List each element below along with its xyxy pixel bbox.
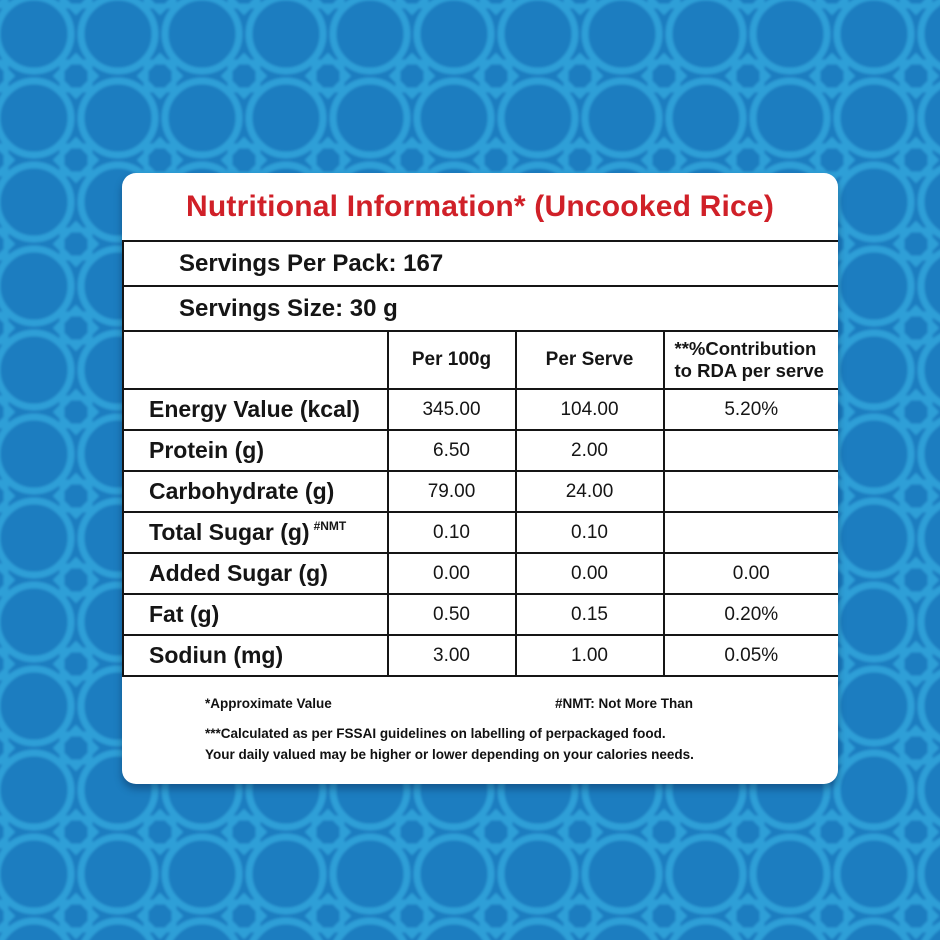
footnote-row-1: *Approximate Value #NMT: Not More Than xyxy=(122,696,838,716)
nutrient-label-cell: Fat (g) xyxy=(124,595,387,634)
per-100g-value: 0.00 xyxy=(386,554,515,593)
rda-contribution-value xyxy=(662,431,839,470)
rda-contribution-value: 5.20% xyxy=(662,390,839,429)
table-row: Added Sugar (g) 0.00 0.00 0.00 xyxy=(124,554,838,595)
footnote-approximate: *Approximate Value xyxy=(205,696,332,711)
servings-per-pack-row: Servings Per Pack: 167 xyxy=(124,242,838,287)
table-header: Per 100g Per Serve **%Contribution to RD… xyxy=(124,332,838,390)
nutrient-label: Sodiun (mg) xyxy=(149,642,284,668)
per-serve-value: 0.10 xyxy=(514,513,663,552)
nutrient-superscript: #NMT xyxy=(313,518,347,533)
table-row: Fat (g) 0.50 0.15 0.20% xyxy=(124,595,838,636)
label-title: Nutritional Information* (Uncooked Rice) xyxy=(122,173,838,242)
footnote-row-2: ***Calculated as per FSSAI guidelines on… xyxy=(122,724,838,766)
rda-contribution-value xyxy=(662,513,839,552)
nutrient-label-cell: Carbohydrate (g) xyxy=(124,472,387,511)
nutrient-label-cell: Total Sugar (g) #NMT xyxy=(124,513,387,552)
nutrition-label-card: Nutritional Information* (Uncooked Rice)… xyxy=(122,173,838,784)
per-serve-value: 1.00 xyxy=(514,636,663,675)
header-per-serve: Per Serve xyxy=(514,332,663,388)
table-row: Energy Value (kcal) 345.00 104.00 5.20% xyxy=(124,390,838,431)
table-row: Protein (g) 6.50 2.00 xyxy=(124,431,838,472)
servings-per-pack-text: Servings Per Pack: 167 xyxy=(179,249,444,277)
header-per-100g: Per 100g xyxy=(386,332,515,388)
nutrient-label: Total Sugar (g) xyxy=(149,519,310,545)
servings-size-row: Servings Size: 30 g xyxy=(124,287,838,332)
nutrient-label-cell: Protein (g) xyxy=(124,431,387,470)
footnote-daily-values: Your daily valued may be higher or lower… xyxy=(205,746,694,762)
table-row: Carbohydrate (g) 79.00 24.00 xyxy=(124,472,838,513)
footnote-fssai: ***Calculated as per FSSAI guidelines on… xyxy=(205,726,666,741)
per-100g-value: 0.50 xyxy=(386,595,515,634)
header-blank-cell xyxy=(124,332,387,388)
per-serve-value: 0.00 xyxy=(514,554,663,593)
servings-size-text: Servings Size: 30 g xyxy=(179,294,398,322)
rda-contribution-value: 0.00 xyxy=(662,554,839,593)
per-100g-value: 6.50 xyxy=(386,431,515,470)
nutrient-label: Energy Value (kcal) xyxy=(149,396,360,422)
per-serve-value: 104.00 xyxy=(514,390,663,429)
nutrient-label: Protein (g) xyxy=(149,437,264,463)
table-row: Sodiun (mg) 3.00 1.00 0.05% xyxy=(124,636,838,677)
per-100g-value: 79.00 xyxy=(386,472,515,511)
nutrient-label-cell: Sodiun (mg) xyxy=(124,636,387,675)
table-row: Total Sugar (g) #NMT 0.10 0.10 xyxy=(124,513,838,554)
nutrient-label: Added Sugar (g) xyxy=(149,560,328,586)
per-100g-value: 3.00 xyxy=(386,636,515,675)
nutrient-label-cell: Energy Value (kcal) xyxy=(124,390,387,429)
per-100g-value: 345.00 xyxy=(386,390,515,429)
per-serve-value: 24.00 xyxy=(514,472,663,511)
table-body: Energy Value (kcal) 345.00 104.00 5.20% … xyxy=(124,390,838,677)
rda-contribution-value: 0.05% xyxy=(662,636,839,675)
header-rda-contribution: **%Contribution to RDA per serve xyxy=(662,332,839,388)
label-title-text: Nutritional Information* (Uncooked Rice) xyxy=(185,189,775,223)
per-serve-value: 0.15 xyxy=(514,595,663,634)
nutrient-label: Fat (g) xyxy=(149,601,220,627)
per-serve-value: 2.00 xyxy=(514,431,663,470)
rda-contribution-value: 0.20% xyxy=(662,595,839,634)
footnotes: *Approximate Value #NMT: Not More Than *… xyxy=(122,677,838,766)
nutrient-label: Carbohydrate (g) xyxy=(149,478,335,504)
per-100g-value: 0.10 xyxy=(386,513,515,552)
label-table: Servings Per Pack: 167 Servings Size: 30… xyxy=(122,242,838,677)
rda-contribution-value xyxy=(662,472,839,511)
nutrient-label-cell: Added Sugar (g) xyxy=(124,554,387,593)
footnote-nmt: #NMT: Not More Than xyxy=(555,696,693,711)
